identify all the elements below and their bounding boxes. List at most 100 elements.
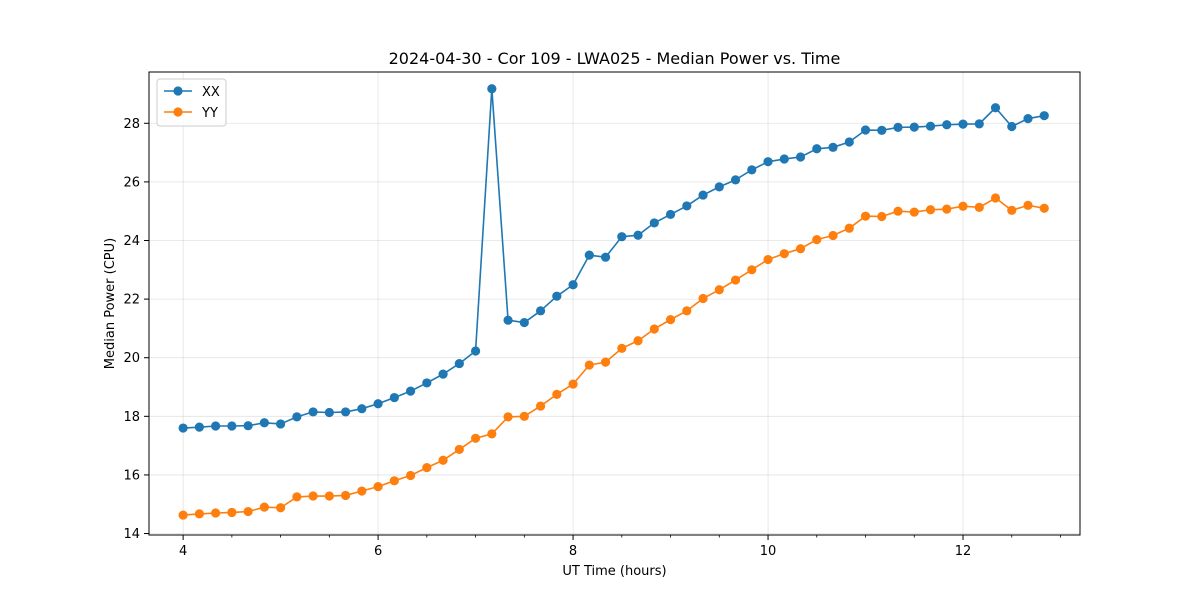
data-point-yy: [308, 491, 318, 501]
data-point-yy: [357, 486, 367, 496]
data-point-yy: [259, 502, 269, 512]
data-point-yy: [422, 463, 432, 473]
data-point-yy: [373, 482, 383, 492]
data-point-xx: [373, 399, 383, 409]
data-point-xx: [357, 404, 367, 414]
data-point-yy: [1039, 203, 1049, 213]
data-point-yy: [909, 207, 919, 217]
data-point-xx: [698, 190, 708, 200]
data-point-xx: [730, 175, 741, 185]
data-point-yy: [958, 201, 968, 211]
data-point-xx: [844, 137, 854, 147]
data-point-xx: [860, 125, 871, 135]
data-point-xx: [519, 317, 529, 328]
data-point-xx: [324, 407, 334, 418]
data-point-yy: [438, 455, 448, 465]
x-tick-label: 6: [374, 544, 382, 559]
data-point-yy: [860, 211, 871, 221]
legend-marker-yy: [173, 107, 183, 117]
data-point-yy: [990, 193, 1001, 203]
data-point-yy: [844, 223, 854, 233]
data-point-yy: [714, 285, 724, 295]
y-tick-label: 20: [123, 351, 140, 366]
data-point-yy: [405, 470, 416, 481]
data-point-yy: [584, 360, 594, 370]
data-point-xx: [308, 407, 318, 417]
data-point-yy: [698, 293, 708, 304]
data-point-xx: [633, 230, 643, 240]
data-point-yy: [324, 491, 334, 501]
data-point-xx: [470, 346, 481, 356]
y-tick-label: 26: [123, 175, 140, 190]
legend-marker-xx: [173, 86, 183, 96]
data-point-yy: [568, 379, 578, 389]
data-point-xx: [925, 121, 936, 131]
data-point-yy: [292, 492, 302, 502]
data-point-xx: [665, 209, 676, 220]
y-tick-label: 14: [123, 527, 140, 542]
data-point-xx: [779, 154, 789, 164]
data-point-xx: [990, 103, 1001, 113]
data-point-yy: [211, 508, 221, 518]
data-point-xx: [535, 306, 546, 316]
data-point-yy: [194, 509, 204, 519]
grid-lines: [149, 72, 1080, 535]
series-line-yy: [183, 197, 1045, 516]
data-point-xx: [714, 182, 724, 192]
data-point-xx: [194, 422, 204, 432]
data-point-yy: [389, 476, 399, 486]
data-point-yy: [600, 357, 611, 367]
data-point-xx: [828, 142, 838, 152]
data-point-xx: [958, 119, 968, 129]
data-point-yy: [747, 265, 757, 275]
data-point-yy: [682, 306, 692, 316]
series-line-xx: [183, 87, 1045, 429]
y-tick-label: 22: [123, 293, 140, 308]
data-point-xx: [974, 119, 984, 129]
data-point-yy: [617, 343, 627, 353]
data-point-xx: [942, 120, 952, 130]
data-point-xx: [341, 407, 351, 417]
data-point-xx: [893, 122, 903, 132]
series-layer: [178, 84, 1049, 520]
data-point-yy: [341, 490, 351, 501]
data-point-yy: [227, 507, 237, 518]
data-point-xx: [503, 315, 513, 325]
data-point-xx: [259, 418, 269, 428]
data-point-xx: [227, 421, 237, 431]
data-point-xx: [568, 280, 578, 290]
data-point-xx: [292, 412, 302, 422]
data-point-xx: [438, 369, 448, 379]
data-point-xx: [649, 218, 659, 228]
data-point-xx: [1023, 113, 1033, 124]
data-point-xx: [584, 250, 594, 260]
data-point-xx: [877, 125, 887, 135]
legend-label-yy: YY: [201, 106, 218, 121]
data-point-yy: [942, 204, 952, 214]
y-tick-label: 28: [123, 117, 140, 132]
data-point-yy: [795, 244, 806, 254]
data-point-yy: [552, 389, 562, 399]
data-point-yy: [925, 205, 936, 215]
data-point-yy: [454, 444, 464, 455]
data-point-xx: [747, 165, 757, 175]
x-tick-label: 4: [179, 544, 187, 559]
data-point-yy: [633, 336, 643, 346]
data-point-xx: [211, 421, 221, 431]
legend-label-xx: XX: [202, 85, 220, 100]
legend: XX YY: [156, 78, 227, 127]
axis-ticks: 4 6 8 10 12 14 16 18 20 22 24 26 28: [123, 117, 1061, 559]
data-point-yy: [828, 230, 838, 241]
data-point-xx: [1039, 111, 1049, 121]
data-point-yy: [665, 315, 676, 325]
data-point-xx: [682, 201, 692, 211]
data-point-yy: [243, 506, 253, 517]
data-point-xx: [909, 122, 919, 132]
data-point-xx: [276, 419, 286, 429]
y-tick-label: 24: [123, 234, 140, 249]
data-point-yy: [779, 249, 789, 259]
data-point-yy: [178, 510, 188, 520]
y-tick-label: 18: [123, 410, 140, 425]
data-point-yy: [470, 433, 481, 443]
